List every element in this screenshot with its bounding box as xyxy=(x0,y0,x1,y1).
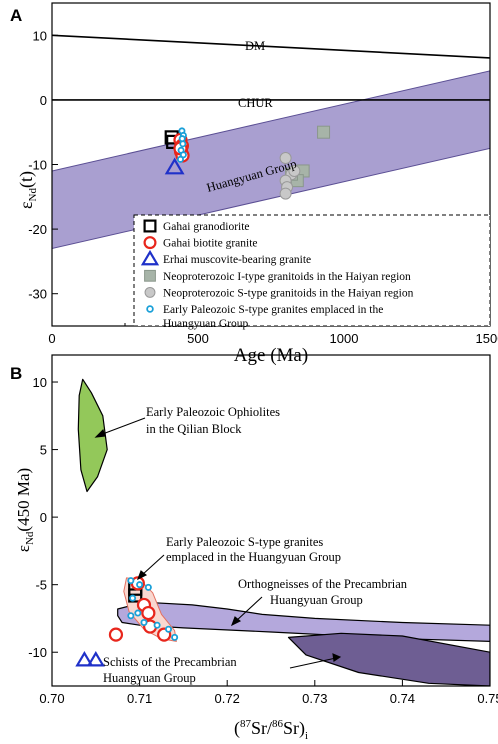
y-axis-title-a: εNd(t) xyxy=(16,171,39,209)
axis-ticks-b: 0.70 0.71 0.72 0.73 0.74 0.75 10 5 0 -5 -10 xyxy=(28,375,498,706)
legend-label: Neoproterozoic S-type granitoids in the … xyxy=(163,287,414,299)
y-tick-label-b: -10 xyxy=(28,645,47,660)
legend-label: Gahai biotite granite xyxy=(163,238,258,250)
data-points-a xyxy=(164,125,331,200)
legend-label: Gahai granodiorite xyxy=(163,221,250,233)
sgranites-arrow xyxy=(141,554,165,576)
y-tick-label-b: 5 xyxy=(40,443,47,458)
early-paleozoic-s-type-granites-emplaced-in-the-huangyuan-group-point xyxy=(171,633,179,641)
x-tick-label-a: 1500 xyxy=(476,331,498,346)
panel-label-a: A xyxy=(10,6,22,25)
y-tick-label-a: 0 xyxy=(40,93,47,108)
x-tick-label-b: 0.73 xyxy=(302,691,327,706)
ophiolites-label-line2: in the Qilian Block xyxy=(146,422,242,436)
legend-label: Neoproterozoic I-type granitoids in the … xyxy=(163,271,411,283)
early-paleozoic-s-type-granites-emplaced-in-the-huangyuan-group-point xyxy=(176,155,184,163)
early-paleozoic-s-type-granites-emplaced-in-the-huangyuan-group-point xyxy=(178,135,186,143)
ophiolites-arrowhead xyxy=(94,428,106,438)
y-tick-label-a: -20 xyxy=(28,222,47,237)
erhai-muscovite-bearing-granite-point xyxy=(86,650,105,667)
orthogneiss-arrowhead xyxy=(230,616,242,627)
x-tick-label-a: 500 xyxy=(187,331,209,346)
legend-label-cont: Huangyuan Group xyxy=(163,318,249,330)
x-tick-label-b: 0.70 xyxy=(39,691,64,706)
x-tick-label-a: 0 xyxy=(48,331,55,346)
ophiolites-label-line1: Early Paleozoic Ophiolites xyxy=(146,405,280,419)
reference-lines xyxy=(52,34,490,101)
gahai-biotite-granite-point xyxy=(141,605,156,621)
data-points-b xyxy=(75,576,179,667)
schists-label-line1: Schists of the Precambrian xyxy=(103,655,237,669)
sgranites-label-line2: emplaced in the Huangyuan Group xyxy=(166,550,341,564)
early-paleozoic-s-type-granites-emplaced-in-the-huangyuan-group-point xyxy=(140,619,148,627)
sgranites-label-line1: Early Paleozoic S-type granites xyxy=(166,535,323,549)
annotation-arrows xyxy=(94,417,342,669)
y-tick-label-b: -5 xyxy=(35,578,47,593)
y-tick-label-b: 0 xyxy=(40,510,47,525)
legend-label: Early Paleozoic S-type granites emplaced… xyxy=(163,304,383,316)
legend-marker-neoproterozoic-s-type-granitoids-in-the-haiyan-region xyxy=(144,286,156,298)
x-tick-label-a: 1000 xyxy=(330,331,359,346)
plot-frame-b xyxy=(51,354,491,687)
y-axis-title-b: εNd(450 Ma) xyxy=(14,468,36,552)
y-tick-label-a: -30 xyxy=(28,287,47,302)
panel-a: 0 500 1000 1500 10 0 -10 -20 -30 A DM CHUR Huang… xyxy=(10,2,498,366)
y-tick-label-b: 10 xyxy=(33,375,47,390)
early-paleozoic-s-type-granites-emplaced-in-the-huangyuan-group-point xyxy=(129,594,137,602)
dm-label: DM xyxy=(245,39,265,53)
legend-marker-erhai-muscovite-bearing-granite xyxy=(140,249,160,266)
orthogneisses-of-the-precambrian-huangyuan-group-field xyxy=(117,601,490,643)
early-paleozoic-ophiolites-in-the-qilian-block-field xyxy=(77,378,108,493)
huangyuan-group-band xyxy=(52,70,490,249)
orthogneiss-label-line2: Huangyuan Group xyxy=(270,593,363,607)
orthogneiss-label-line1: Orthogneisses of the Precambrian xyxy=(238,577,408,591)
neoproterozoic-s-type-granitoids-in-the-haiyan-region-point xyxy=(279,187,292,200)
legend-marker-neoproterozoic-i-type-granitoids-in-the-haiyan-region xyxy=(144,269,156,282)
legend-label: Erhai muscovite-bearing granite xyxy=(163,254,311,266)
legend-box xyxy=(133,214,491,327)
schists-of-the-precambrian-huangyuan-group-field xyxy=(287,632,490,686)
legend-marker-early-paleozoic-s-type-granites-emplaced-in-the xyxy=(146,305,154,313)
legend-marker-gahai-biotite-granite xyxy=(143,236,157,250)
early-paleozoic-s-type-granites-emplaced-in-the-huangyuan-group-point xyxy=(136,581,144,589)
chur-label: CHUR xyxy=(238,96,273,110)
dm-line xyxy=(52,34,490,59)
sgranites-arrowhead xyxy=(136,570,148,581)
schists-arrow xyxy=(289,657,337,669)
erhai-muscovite-bearing-granite-point xyxy=(164,157,185,175)
ophiolites-arrow xyxy=(99,417,146,436)
y-tick-label-a: 10 xyxy=(33,28,47,43)
erhai-muscovite-bearing-granite-point xyxy=(75,650,94,667)
legend-marker-gahai-granodiorite xyxy=(143,219,157,233)
x-tick-label-b: 0.74 xyxy=(390,691,415,706)
early-paleozoic-s-type-granites-emplaced-in-the-huangyuan-group-point xyxy=(165,625,173,633)
panel-b: 0.70 0.71 0.72 0.73 0.74 0.75 10 5 0 -5 -10 B Earl… xyxy=(10,354,498,742)
early-paleozoic-s-type-granites-emplaced-in-the-huangyuan-group-point xyxy=(134,609,142,617)
x-tick-label-b: 0.71 xyxy=(127,691,152,706)
schists-label-line2: Huangyuan Group xyxy=(103,671,196,685)
legend: Gahai granodiorite Gahai biotite granite E… xyxy=(133,214,491,330)
huangyuan-band xyxy=(52,70,490,249)
schists-arrowhead xyxy=(332,653,342,662)
neoproterozoic-i-type-granitoids-in-the-haiyan-region-point xyxy=(317,125,331,139)
x-tick-label-b: 0.75 xyxy=(477,691,498,706)
early-paleozoic-s-type-granites-emplaced-in-the-huangyuan-group-point xyxy=(127,577,135,585)
gahai-biotite-granite-point xyxy=(108,627,124,642)
x-axis-title-b: (87Sr/86Sr)i xyxy=(234,718,308,742)
y-tick-label-a: -10 xyxy=(28,158,47,173)
early-paleozoic-s-type-granites-emplaced-in-the-huangyuan-group-point xyxy=(144,583,152,591)
early-paleozoic-s-type-granites-emplaced-in-the-huangyuan-group-point xyxy=(127,612,135,620)
neoproterozoic-s-type-granitoids-in-the-haiyan-region-point xyxy=(279,152,292,165)
fields-b xyxy=(77,378,490,686)
neoproterozoic-s-type-granitoids-in-the-haiyan-region-point xyxy=(288,164,301,177)
early-paleozoic-s-type-granites-emplaced-in-the-huangyuan-group-point xyxy=(153,621,161,629)
orthogneiss-arrow xyxy=(235,596,263,622)
axis-ticks-a: 0 500 1000 1500 10 0 -10 -20 -30 xyxy=(28,28,498,346)
panel-label-b: B xyxy=(10,364,22,383)
x-tick-label-b: 0.72 xyxy=(215,691,240,706)
